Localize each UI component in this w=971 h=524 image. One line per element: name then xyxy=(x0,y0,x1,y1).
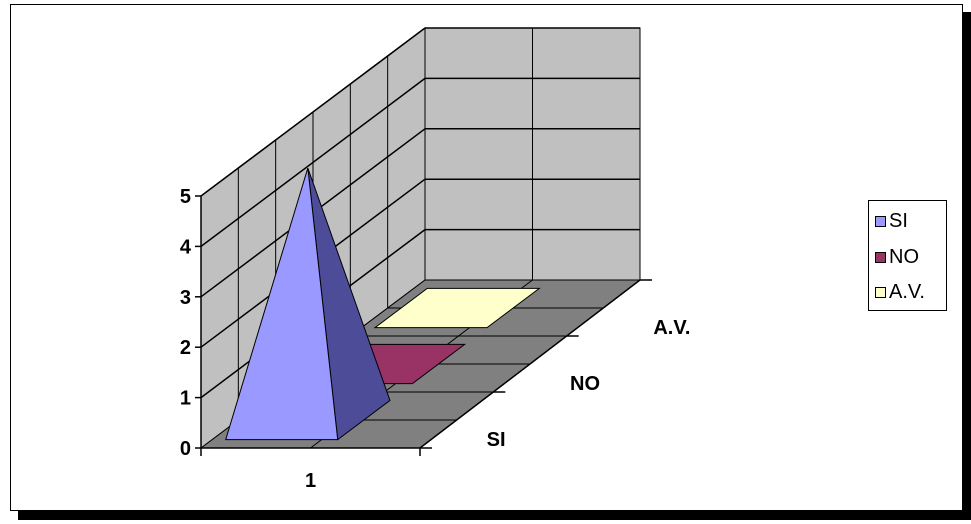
chart-legend: SI NO A.V. xyxy=(868,200,947,311)
depth-tick-label: NO xyxy=(570,373,600,395)
legend-label-si: SI xyxy=(889,210,908,232)
depth-tick-label: SI xyxy=(487,429,506,451)
frame-shadow xyxy=(18,511,971,520)
legend-label-av: A.V. xyxy=(889,281,925,303)
y-tick-label: 1 xyxy=(180,388,191,410)
y-tick-label: 4 xyxy=(180,236,192,258)
y-tick-label: 0 xyxy=(180,438,191,460)
frame-shadow xyxy=(963,12,971,520)
legend-item-no: NO xyxy=(875,243,919,271)
depth-tick-label: A.V. xyxy=(653,317,690,339)
pyramid-front-0 xyxy=(225,167,339,441)
depth-axis-line xyxy=(419,279,641,449)
x-tick-label: 1 xyxy=(305,470,316,492)
y-tick-label: 5 xyxy=(180,186,191,208)
legend-item-si: SI xyxy=(875,207,908,235)
legend-item-av: A.V. xyxy=(875,278,925,306)
legend-swatch-si xyxy=(875,215,886,227)
legend-swatch-no xyxy=(875,251,886,263)
y-tick-label: 3 xyxy=(180,287,191,309)
legend-swatch-av xyxy=(875,286,886,298)
y-tick-label: 2 xyxy=(180,337,191,359)
legend-label-no: NO xyxy=(889,246,919,268)
flat-bar-2 xyxy=(373,287,541,329)
